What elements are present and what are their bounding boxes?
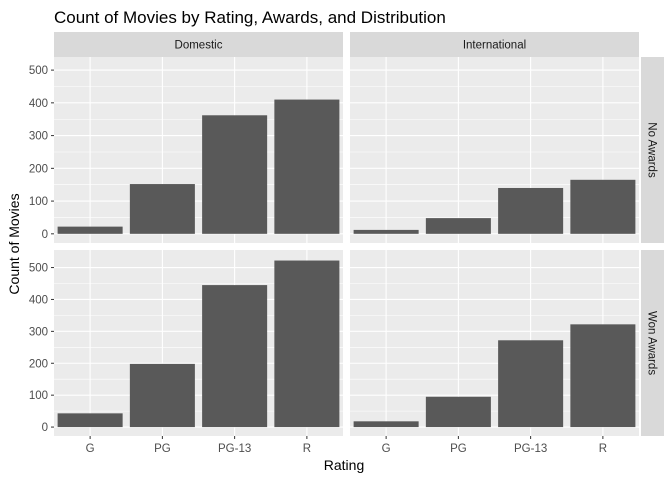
bar-won-awards-international-r (570, 324, 636, 428)
x-tick-label-pg: PG (154, 443, 171, 455)
x-axis-title: Rating (324, 457, 364, 473)
y-tick-label: 200 (29, 358, 48, 370)
facet-label-international: International (463, 40, 526, 52)
chart-title: Count of Movies by Rating, Awards, and D… (54, 8, 446, 27)
facet-label-domestic: Domestic (175, 40, 223, 52)
x-tick-label-pg-13: PG-13 (514, 443, 547, 455)
bar-no-awards-domestic-pg-13 (202, 115, 268, 234)
x-tick-label-pg-13: PG-13 (218, 443, 251, 455)
y-tick-label: 400 (29, 294, 48, 306)
x-tick-label-g: G (86, 443, 95, 455)
facet-panels: Domestic International No Awards Won Awards (54, 32, 664, 436)
panel-no-awards-international (350, 57, 639, 243)
bar-won-awards-international-pg (425, 396, 491, 428)
y-tick-label: 200 (29, 163, 48, 175)
bar-no-awards-international-pg-13 (498, 187, 564, 234)
x-axis: G PG PG-13 R G PG PG-13 R (86, 436, 607, 455)
facet-label-won-awards: Won Awards (646, 311, 658, 375)
bar-no-awards-international-r (570, 179, 636, 234)
panel-won-awards-international (350, 250, 639, 436)
y-tick-label: 100 (29, 390, 48, 402)
bar-won-awards-domestic-pg (129, 363, 195, 428)
facet-strip-won-awards (641, 250, 664, 436)
panel-won-awards-domestic (54, 250, 343, 436)
bar-no-awards-international-pg (425, 218, 491, 234)
facet-label-no-awards: No Awards (646, 122, 658, 178)
bar-won-awards-international-pg-13 (498, 340, 564, 428)
bar-no-awards-domestic-g (57, 226, 123, 234)
bar-won-awards-domestic-pg-13 (202, 285, 268, 428)
bar-no-awards-domestic-pg (129, 184, 195, 234)
y-tick-label: 0 (42, 229, 48, 241)
x-tick-label-pg: PG (450, 443, 467, 455)
y-tick-label: 300 (29, 131, 48, 143)
x-tick-label-r: R (599, 443, 607, 455)
y-tick-label: 300 (29, 326, 48, 338)
y-tick-label: 400 (29, 98, 48, 110)
bar-won-awards-domestic-r (274, 260, 340, 428)
x-tick-label-r: R (303, 443, 311, 455)
facet-strip-international (350, 32, 639, 57)
facet-strip-no-awards (641, 57, 664, 243)
x-tick-label-g: G (382, 443, 391, 455)
panel-no-awards-domestic (54, 57, 343, 243)
y-tick-label: 500 (29, 263, 48, 275)
y-tick-label: 0 (42, 422, 48, 434)
y-axes: 0 100 200 300 400 500 0 100 200 300 400 500 (29, 65, 54, 434)
bar-won-awards-international-g (353, 421, 419, 428)
y-axis-title: Count of Movies (6, 193, 22, 294)
y-tick-label: 500 (29, 65, 48, 77)
y-tick-label: 100 (29, 196, 48, 208)
bar-won-awards-domestic-g (57, 413, 123, 428)
bar-no-awards-domestic-r (274, 99, 340, 234)
facet-strip-domestic (54, 32, 343, 57)
bar-no-awards-international-g (353, 229, 419, 234)
